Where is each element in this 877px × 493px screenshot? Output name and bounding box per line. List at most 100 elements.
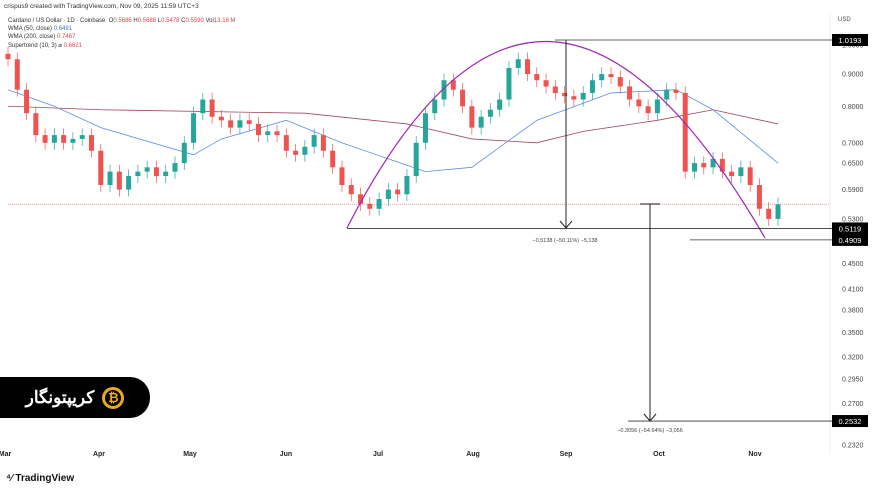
candle-body [24,89,30,114]
candle-body [673,89,679,93]
candle-body [534,74,540,81]
candle-body [599,74,605,81]
candle-body [311,135,317,147]
candle-body [228,120,234,128]
candle-body [255,123,261,136]
y-tick-label: 0.3200 [842,354,864,361]
y-tick-label: 0.7000 [842,140,864,147]
y-tick-label: 0.2950 [842,377,864,384]
candle-body [330,150,336,168]
candle-body [302,146,308,155]
candle-body [144,167,150,172]
candle-body [719,158,725,172]
candle-body [478,116,484,128]
candle-body [525,59,531,75]
candle-body [692,163,698,172]
candle-body [627,86,633,100]
candle-body [200,99,206,114]
y-tick-label: 0.9000 [842,72,864,79]
measure-label-2: −0.3056 (−54.64%) −3,056 [617,428,683,434]
candle-body [543,80,549,87]
currency-label: USD [838,17,851,23]
x-tick-label: Sep [560,451,573,458]
supertrend-legend[interactable]: Supertrend (10, 3) ⌀ 0.6621 [8,42,83,49]
watermark-logo: کریپتونگار ₿ [0,377,150,418]
candle-body [432,99,438,114]
candle-body [460,89,466,107]
candle-body [404,176,410,195]
x-tick-label: Jun [280,451,292,458]
candle-body [135,171,141,177]
candle-body [422,113,428,143]
x-tick-label: May [183,451,197,458]
candle-body [738,167,744,177]
chart-header: crispus9 created with TradingView.com, N… [4,3,199,10]
candle-body [14,59,20,90]
candle-body [320,135,326,151]
candle-body [515,59,521,69]
wma200-line [7,105,779,144]
y-tick-label: 0.2320 [842,442,864,449]
high-level-label: 1.0193 [839,36,862,45]
candle-body [181,142,187,164]
candle-body [191,113,197,143]
wma50-legend[interactable]: WMA (50, close) 0.6491 [8,26,73,33]
wma200-legend[interactable]: WMA (200, close) 0.7467 [8,34,76,41]
y-tick-label: 0.3800 [842,307,864,314]
y-tick-label: 0.4100 [842,287,864,294]
candle-body [358,194,364,204]
candle-body [172,163,178,172]
y-tick-label: 0.2700 [842,401,864,408]
candle-body [747,167,753,185]
tradingview-logo: ⁴⁄ TradingView [6,473,75,484]
y-tick-label: 0.5300 [842,216,864,223]
candle-body [654,99,660,114]
candle-body [42,135,48,143]
candle-body [589,80,595,93]
candle-body [218,116,224,121]
wma50-line [7,89,779,173]
y-tick-label: 1.0000 [842,43,864,50]
y-tick-label: 0.4500 [842,261,864,268]
candle-body [116,171,122,190]
x-tick-label: Aug [466,451,480,458]
x-tick-label: Nov [748,451,761,458]
candle-body [395,189,401,195]
candle-body [274,131,280,136]
arrow-head-icon [643,413,657,422]
candle-body [645,106,651,114]
candle-body [33,113,39,136]
y-tick-label: 0.5900 [842,187,864,194]
high-level-label-bg [832,34,868,46]
legend: Cardano / US Dollar · 1D · Coinbase O0.5… [8,17,236,50]
candle-body [385,189,391,200]
low-level-1-label: 0.5119 [839,224,861,233]
symbol-legend[interactable]: Cardano / US Dollar · 1D · Coinbase O0.5… [8,18,236,24]
candle-body [265,131,271,136]
candle-body [766,208,772,219]
candle-body [608,74,614,78]
candle-body [701,163,707,168]
y-tick-label: 0.8000 [842,104,864,111]
bitcoin-icon: ₿ [102,386,125,409]
candle-body [367,203,373,209]
candle-body [413,142,419,177]
candle-body [441,80,447,100]
target-level-label: 0.2532 [839,417,862,426]
candle-body [376,199,382,209]
candle-body [450,80,456,90]
candle-body [617,77,623,87]
candle-body [506,68,512,100]
candle-body [70,138,76,143]
candle-body [729,171,735,177]
low-level-2-label: 0.4909 [839,236,862,245]
y-tick-label: 0.3500 [842,330,864,337]
candle-body [487,109,493,117]
x-tick-label: Jul [373,451,383,458]
candle-body [88,135,94,151]
candle-body [126,176,132,190]
candle-body [339,167,345,185]
candle-body [237,120,243,128]
arc-drawing [346,40,766,239]
